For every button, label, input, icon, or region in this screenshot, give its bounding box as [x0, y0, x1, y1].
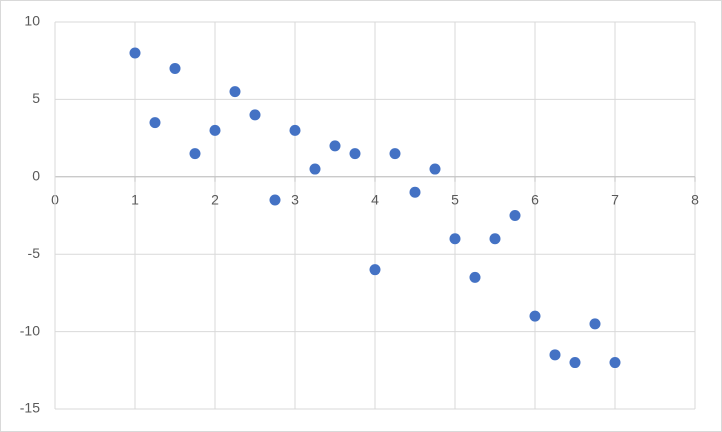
point [269, 194, 281, 206]
x-tick-label: 6 [531, 192, 539, 208]
point [609, 357, 621, 369]
y-tick-label: -15 [20, 400, 40, 416]
point [349, 148, 361, 160]
point [529, 310, 541, 322]
x-tick-label: 7 [611, 192, 619, 208]
y-tick-label: -10 [20, 322, 40, 338]
point [209, 124, 221, 136]
point [289, 124, 301, 136]
point [489, 233, 501, 245]
x-tick-label: 1 [131, 192, 139, 208]
x-tick-label: 3 [291, 192, 299, 208]
point [429, 163, 441, 175]
point [389, 148, 401, 160]
x-tick-label: 2 [211, 192, 219, 208]
point [129, 47, 141, 59]
point [229, 86, 241, 98]
y-tick-label: -5 [28, 245, 41, 261]
point [469, 271, 481, 283]
point [309, 163, 321, 175]
y-tick-label: 10 [24, 13, 40, 29]
point [249, 109, 261, 121]
point [509, 210, 521, 221]
x-tick-label: 8 [691, 192, 699, 208]
point [169, 62, 181, 74]
x-tick-label: 4 [371, 192, 379, 208]
point [409, 186, 421, 198]
point [369, 264, 381, 276]
point [569, 357, 581, 369]
y-tick-label: 0 [32, 168, 40, 184]
x-tick-label: 5 [451, 192, 459, 208]
point [589, 318, 601, 330]
point [189, 148, 201, 160]
point [149, 117, 161, 129]
point [449, 233, 461, 245]
point [549, 349, 561, 361]
point [329, 140, 341, 152]
y-tick-label: 5 [32, 90, 40, 106]
